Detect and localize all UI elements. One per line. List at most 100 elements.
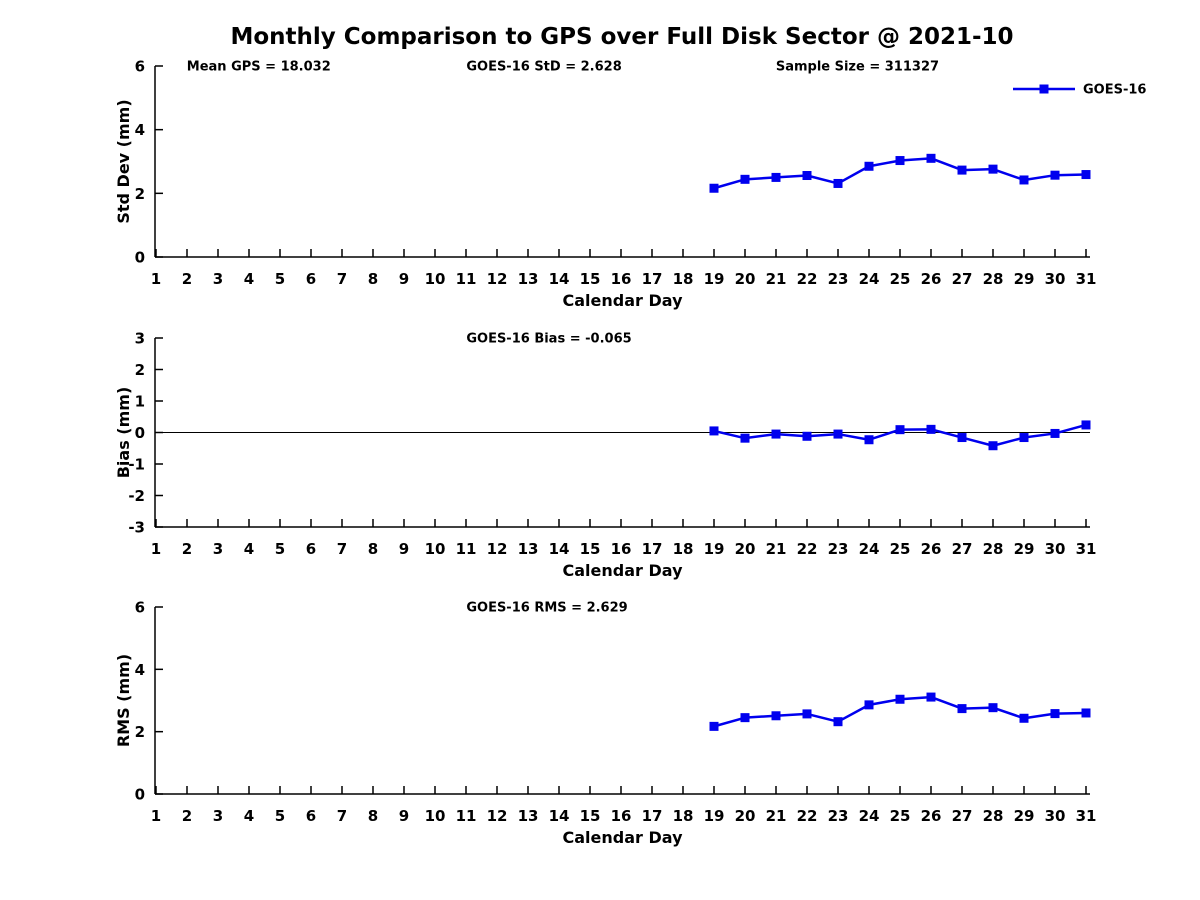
data-point-marker xyxy=(988,441,998,451)
y-tick-label: 4 xyxy=(135,121,145,139)
x-tick-label: 5 xyxy=(275,270,285,288)
x-tick-label: 6 xyxy=(306,807,316,825)
figure-title: Monthly Comparison to GPS over Full Disk… xyxy=(230,24,1014,50)
y-tick-label: 0 xyxy=(135,249,145,267)
data-point-marker xyxy=(833,178,843,188)
data-point-marker xyxy=(1081,420,1091,430)
x-tick-label: 27 xyxy=(952,270,973,288)
y-axis-label-group: RMS (mm) xyxy=(114,654,133,747)
x-tick-label: 16 xyxy=(611,540,632,558)
x-tick-label: 10 xyxy=(425,540,446,558)
y-tick-label: 6 xyxy=(135,599,145,617)
x-tick-label: 31 xyxy=(1076,807,1097,825)
data-point-marker xyxy=(864,700,874,710)
x-tick-label: 17 xyxy=(642,540,663,558)
data-point-marker xyxy=(740,713,750,723)
x-tick-label: 31 xyxy=(1076,270,1097,288)
x-tick-label: 5 xyxy=(275,807,285,825)
x-tick-label: 29 xyxy=(1014,540,1035,558)
y-tick-label: 4 xyxy=(135,661,145,679)
x-tick-label: 14 xyxy=(549,807,570,825)
x-tick-label: 29 xyxy=(1014,270,1035,288)
x-tick-label: 20 xyxy=(735,540,756,558)
x-tick-label: 15 xyxy=(580,807,601,825)
x-tick-label: 24 xyxy=(859,540,880,558)
x-tick-label: 8 xyxy=(368,270,378,288)
data-point-marker xyxy=(988,164,998,174)
x-tick-label: 12 xyxy=(487,540,508,558)
x-tick-label: 14 xyxy=(549,270,570,288)
data-point-marker xyxy=(926,692,936,702)
x-tick-label: 2 xyxy=(182,270,192,288)
x-tick-label: 28 xyxy=(983,270,1004,288)
x-tick-label: 3 xyxy=(213,270,223,288)
x-axis-label: Calendar Day xyxy=(563,561,684,580)
x-tick-label: 18 xyxy=(673,270,694,288)
data-point-marker xyxy=(1081,170,1091,180)
data-point-marker xyxy=(771,172,781,182)
data-point-marker xyxy=(771,429,781,439)
y-axis-label: Std Dev (mm) xyxy=(114,99,133,223)
x-tick-label: 8 xyxy=(368,540,378,558)
annotation-text: Sample Size = 311327 xyxy=(776,60,939,75)
y-axis-label: RMS (mm) xyxy=(114,654,133,747)
x-tick-label: 25 xyxy=(890,270,911,288)
y-tick-label: 3 xyxy=(135,330,145,348)
y-tick-label: 2 xyxy=(135,185,145,203)
x-tick-label: 9 xyxy=(399,270,409,288)
data-point-marker xyxy=(926,424,936,434)
legend-marker xyxy=(1039,84,1049,94)
x-tick-label: 1 xyxy=(151,807,161,825)
annotation-text: Mean GPS = 18.032 xyxy=(187,60,331,75)
x-tick-label: 26 xyxy=(921,807,942,825)
annotation-text: GOES-16 Bias = -0.065 xyxy=(466,332,631,347)
x-tick-label: 20 xyxy=(735,807,756,825)
legend: GOES-16 xyxy=(1013,83,1146,98)
x-tick-label: 14 xyxy=(549,540,570,558)
x-tick-label: 31 xyxy=(1076,540,1097,558)
x-tick-label: 2 xyxy=(182,540,192,558)
data-point-marker xyxy=(895,694,905,704)
y-axis-label-group: Std Dev (mm) xyxy=(114,99,133,223)
y-tick-label: -3 xyxy=(128,519,145,537)
y-tick-label: 6 xyxy=(135,58,145,76)
data-point-marker xyxy=(1019,175,1029,185)
x-tick-label: 21 xyxy=(766,807,787,825)
x-tick-label: 28 xyxy=(983,807,1004,825)
annotation-text: GOES-16 RMS = 2.629 xyxy=(466,601,627,616)
x-tick-label: 6 xyxy=(306,270,316,288)
x-tick-label: 15 xyxy=(580,540,601,558)
x-tick-label: 16 xyxy=(611,270,632,288)
data-point-marker xyxy=(957,165,967,175)
x-tick-label: 4 xyxy=(244,540,254,558)
data-point-marker xyxy=(709,183,719,193)
y-tick-label: -2 xyxy=(128,487,145,505)
data-point-marker xyxy=(1050,170,1060,180)
data-point-marker xyxy=(1019,433,1029,443)
data-point-marker xyxy=(895,425,905,435)
x-tick-label: 26 xyxy=(921,540,942,558)
data-point-marker xyxy=(1081,708,1091,718)
x-tick-label: 5 xyxy=(275,540,285,558)
x-tick-label: 19 xyxy=(704,540,725,558)
x-tick-label: 24 xyxy=(859,807,880,825)
x-tick-label: 4 xyxy=(244,270,254,288)
y-tick-label: 2 xyxy=(135,361,145,379)
x-tick-label: 24 xyxy=(859,270,880,288)
x-tick-label: 28 xyxy=(983,540,1004,558)
data-point-marker xyxy=(802,431,812,441)
x-tick-label: 13 xyxy=(518,270,539,288)
x-tick-label: 7 xyxy=(337,540,347,558)
data-point-marker xyxy=(740,174,750,184)
data-point-marker xyxy=(895,156,905,166)
x-tick-label: 23 xyxy=(828,540,849,558)
data-point-marker xyxy=(802,171,812,181)
data-point-marker xyxy=(864,435,874,445)
x-tick-label: 6 xyxy=(306,540,316,558)
x-tick-label: 3 xyxy=(213,540,223,558)
legend-label: GOES-16 xyxy=(1083,83,1146,98)
x-tick-label: 15 xyxy=(580,270,601,288)
